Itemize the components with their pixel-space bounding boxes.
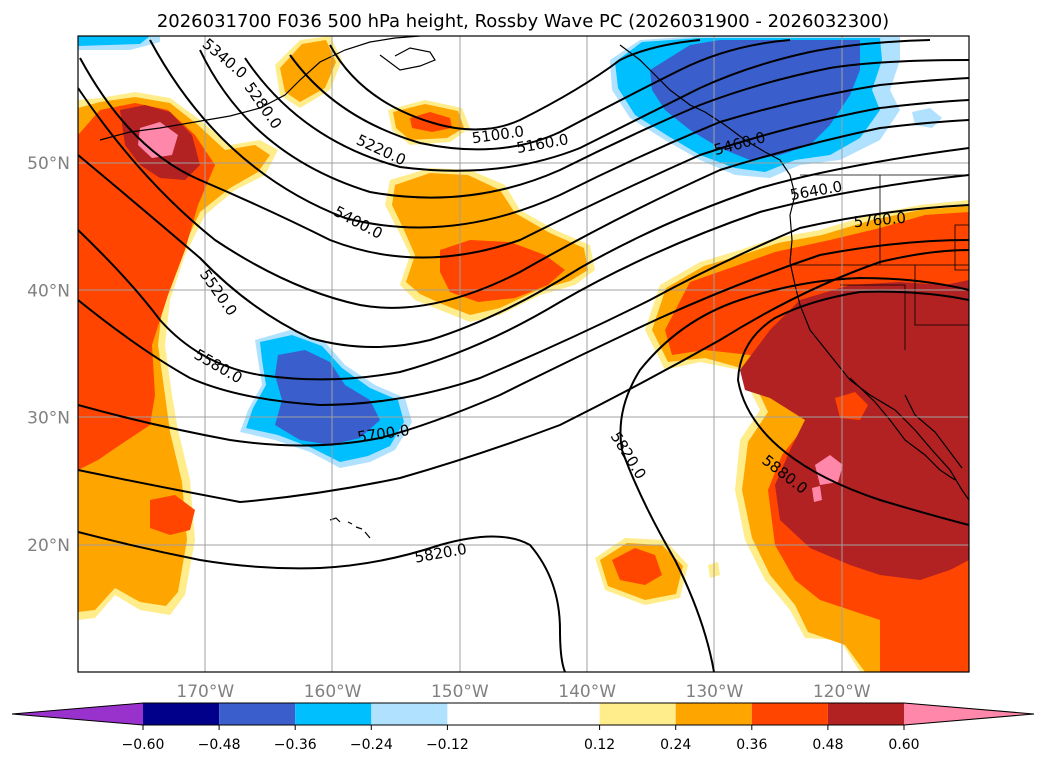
colorbar-bin-1 — [143, 703, 220, 725]
colorbar-tick-label-5: 0.12 — [584, 737, 615, 753]
contour-5700 — [78, 239, 969, 447]
negative-anomaly-top-skyblue — [78, 36, 150, 46]
hawaii-islands — [329, 517, 371, 539]
lon-label-4: 130°W — [686, 682, 744, 702]
lat-label-0: 20°N — [27, 536, 70, 556]
colorbar-bin-3 — [295, 703, 372, 725]
colorbar-tick-label-9: 0.60 — [888, 737, 919, 753]
positive-anomaly-south-red — [612, 548, 662, 585]
lon-label-5: 120°W — [813, 682, 871, 702]
coastline-alaska-south — [379, 47, 436, 71]
lon-label-2: 150°W — [431, 682, 489, 702]
contour-5160 — [289, 39, 791, 151]
longitude-tick-labels: 170°W 160°W 150°W 140°W 130°W 120°W — [176, 682, 870, 702]
coastline-baja — [849, 377, 956, 481]
colorbar-bin-9 — [827, 703, 904, 725]
lat-label-1: 30°N — [27, 409, 70, 429]
colorbar-tick-label-2: −0.36 — [274, 737, 317, 753]
colorbar-tick-label-1: −0.48 — [198, 737, 241, 753]
latitude-tick-labels: 20°N 30°N 40°N 50°N — [27, 154, 70, 556]
contour-5100 — [329, 39, 701, 131]
colorbar-bin-10 — [904, 703, 1034, 725]
coastline-gulf-california — [904, 394, 963, 469]
contour-5520 — [78, 147, 969, 348]
positive-anomaly-east-darkred — [740, 280, 969, 580]
colorbar-tick-label-8: 0.48 — [812, 737, 843, 753]
positive-anomaly-west-red — [78, 103, 215, 470]
negative-anomaly-central-blue — [275, 350, 380, 445]
chart-title: 2026031700 F036 500 hPa height, Rossby W… — [157, 11, 889, 32]
lat-label-2: 40°N — [27, 281, 70, 301]
lon-label-3: 140°W — [558, 682, 616, 702]
positive-anomaly-east-pink2 — [812, 486, 822, 502]
colorbar-tick-label-0: −0.60 — [122, 737, 165, 753]
contour-5400 — [79, 57, 969, 259]
colorbar-tick-label-6: 0.24 — [660, 737, 691, 753]
contour-5820-south — [78, 531, 566, 672]
colorbar-bin-2 — [219, 703, 296, 725]
positive-anomaly-west-red2 — [150, 495, 195, 535]
height-contours — [78, 39, 969, 672]
positive-anomaly-west-pink — [138, 122, 178, 158]
colorbar-bin-0 — [12, 703, 143, 725]
positive-anomaly-central-red — [440, 240, 565, 302]
colorbar-bin-4 — [371, 703, 448, 725]
positive-anomaly-east-pink — [815, 455, 843, 485]
contour-5760 — [78, 249, 969, 504]
colorbar-bin-6 — [599, 703, 676, 725]
lon-label-1: 160°W — [304, 682, 362, 702]
positive-anomaly-east-orange-inner — [835, 392, 868, 420]
colorbar — [11, 702, 1035, 726]
contour-5220 — [244, 39, 931, 172]
contour-5580 — [78, 174, 969, 381]
map-content: 5100.05160.05220.05280.05340.05400.05460… — [78, 36, 969, 672]
colorbar-tick-label-4: −0.12 — [426, 737, 469, 753]
gridlines — [78, 36, 969, 672]
contour-label-11: 5760.0 — [853, 209, 907, 232]
contour-5880 — [736, 290, 969, 526]
colorbar-tick-label-3: −0.24 — [350, 737, 393, 753]
coastline-alaska-peninsula — [99, 36, 421, 141]
contour-5640 — [78, 204, 969, 407]
colorbar-tick-label-7: 0.36 — [736, 737, 767, 753]
colorbar-bin-7 — [675, 703, 752, 725]
contour-5280 — [199, 49, 969, 199]
contour-5340 — [149, 39, 969, 229]
colorbar-tick-labels: −0.60 −0.48 −0.36 −0.24 −0.12 0.12 0.24 0.36 0.4… — [122, 725, 920, 753]
state-borders — [790, 174, 969, 350]
colorbar-bin-5 — [447, 703, 600, 725]
map-frame — [77, 35, 970, 673]
colorbar-bin-8 — [751, 703, 828, 725]
lon-label-0: 170°W — [176, 682, 234, 702]
contour-5820-east — [619, 276, 969, 672]
contour-5460 — [78, 87, 969, 309]
lat-label-3: 50°N — [27, 154, 70, 174]
